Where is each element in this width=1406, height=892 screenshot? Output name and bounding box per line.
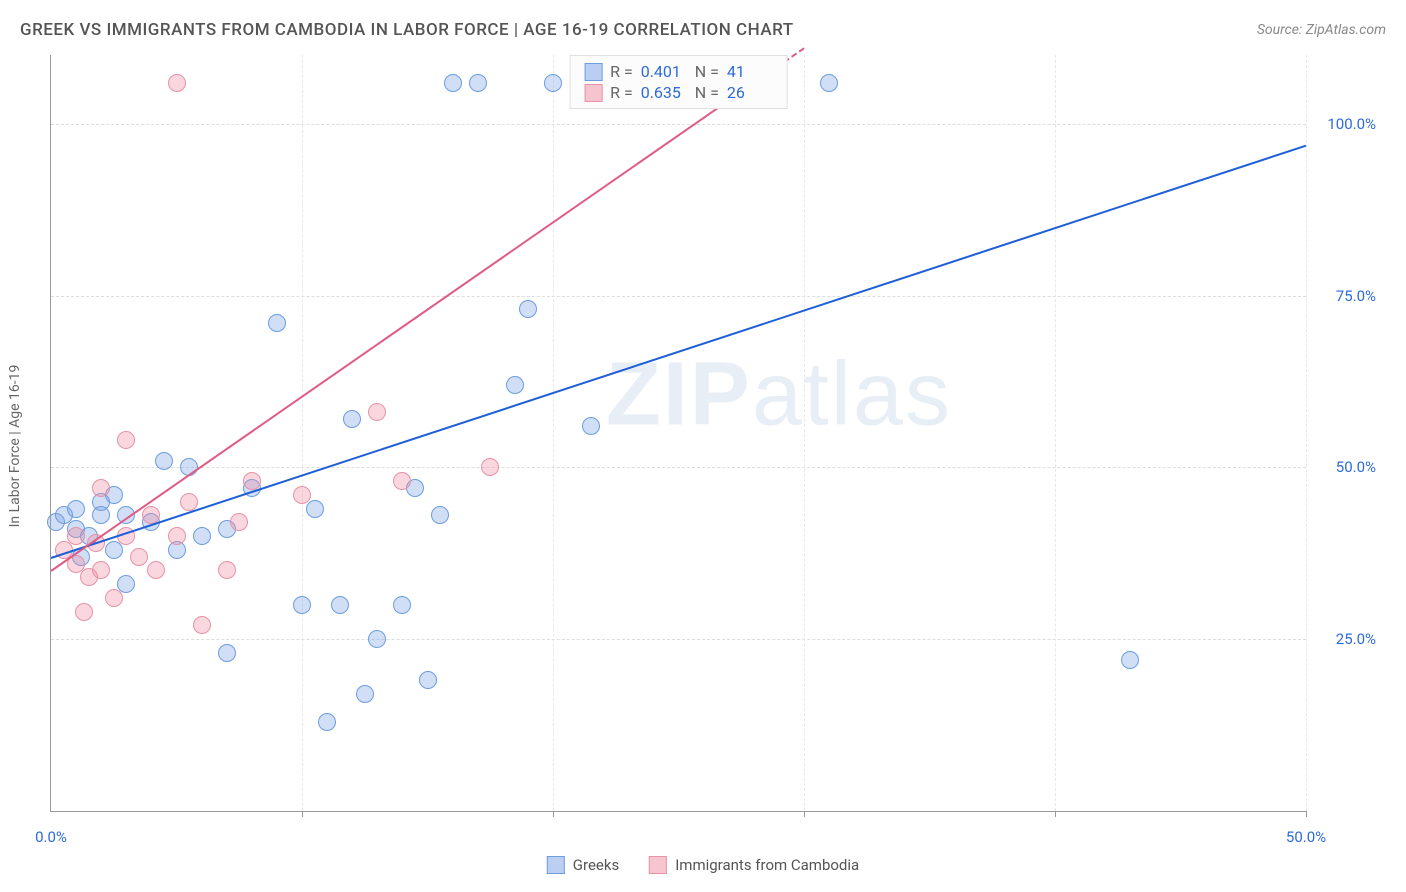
scatter-point bbox=[393, 596, 411, 614]
source-label: Source: ZipAtlas.com bbox=[1257, 22, 1386, 38]
scatter-point bbox=[419, 671, 437, 689]
scatter-point bbox=[168, 74, 186, 92]
y-tick-label: 25.0% bbox=[1316, 630, 1376, 648]
stats-r-label-2: R = bbox=[610, 83, 633, 102]
gridline-h bbox=[51, 296, 1306, 297]
scatter-point bbox=[180, 493, 198, 511]
legend-item-greeks: Greeks bbox=[547, 856, 619, 874]
trend-line bbox=[50, 83, 754, 573]
scatter-point bbox=[356, 685, 374, 703]
scatter-point bbox=[368, 403, 386, 421]
gridline-v bbox=[553, 55, 554, 811]
scatter-point bbox=[105, 589, 123, 607]
scatter-point bbox=[193, 527, 211, 545]
title-bar: GREEK VS IMMIGRANTS FROM CAMBODIA IN LAB… bbox=[20, 20, 1386, 40]
scatter-point bbox=[168, 527, 186, 545]
scatter-point bbox=[92, 561, 110, 579]
x-tick-mark bbox=[804, 811, 805, 817]
gridline-v bbox=[804, 55, 805, 811]
bottom-legend: Greeks Immigrants from Cambodia bbox=[547, 856, 859, 874]
swatch-cambodia-icon bbox=[584, 84, 602, 102]
scatter-point bbox=[318, 713, 336, 731]
stats-n-label-2: N = bbox=[695, 83, 719, 102]
scatter-point bbox=[75, 603, 93, 621]
scatter-point bbox=[820, 74, 838, 92]
gridline-v bbox=[1055, 55, 1056, 811]
scatter-point bbox=[481, 458, 499, 476]
stats-n-val-2: 26 bbox=[727, 83, 773, 102]
legend-item-cambodia: Immigrants from Cambodia bbox=[649, 856, 859, 874]
scatter-point bbox=[130, 548, 148, 566]
plot-area: ZIPatlas R = 0.401 N = 41 R = 0.635 N = … bbox=[50, 55, 1306, 812]
stats-row-2: R = 0.635 N = 26 bbox=[584, 83, 773, 102]
scatter-point bbox=[218, 644, 236, 662]
scatter-point bbox=[431, 506, 449, 524]
swatch-greeks-icon bbox=[584, 63, 602, 81]
x-tick-mark bbox=[553, 811, 554, 817]
scatter-point bbox=[368, 630, 386, 648]
scatter-point bbox=[582, 417, 600, 435]
stats-row-1: R = 0.401 N = 41 bbox=[584, 62, 773, 81]
scatter-point bbox=[343, 410, 361, 428]
scatter-point bbox=[506, 376, 524, 394]
scatter-point bbox=[105, 541, 123, 559]
legend-label-cambodia: Immigrants from Cambodia bbox=[675, 856, 859, 874]
scatter-point bbox=[193, 616, 211, 634]
scatter-point bbox=[117, 431, 135, 449]
scatter-point bbox=[544, 74, 562, 92]
scatter-point bbox=[243, 472, 261, 490]
gridline-h bbox=[51, 467, 1306, 468]
scatter-point bbox=[268, 314, 286, 332]
scatter-point bbox=[67, 500, 85, 518]
watermark-light: atlas bbox=[752, 345, 952, 445]
scatter-point bbox=[1121, 651, 1139, 669]
scatter-point bbox=[444, 74, 462, 92]
y-tick-label: 100.0% bbox=[1316, 115, 1376, 133]
y-tick-label: 75.0% bbox=[1316, 287, 1376, 305]
legend-swatch-greeks-icon bbox=[547, 856, 565, 874]
x-tick-mark bbox=[1306, 811, 1307, 817]
legend-swatch-cambodia-icon bbox=[649, 856, 667, 874]
watermark-bold: ZIP bbox=[606, 345, 752, 445]
x-tick-label: 0.0% bbox=[35, 828, 67, 846]
scatter-point bbox=[147, 561, 165, 579]
gridline-h bbox=[51, 639, 1306, 640]
gridline-v bbox=[302, 55, 303, 811]
y-tick-label: 50.0% bbox=[1316, 458, 1376, 476]
chart-container: GREEK VS IMMIGRANTS FROM CAMBODIA IN LAB… bbox=[0, 0, 1406, 892]
trend-line bbox=[51, 144, 1307, 558]
legend-label-greeks: Greeks bbox=[573, 856, 619, 874]
scatter-point bbox=[331, 596, 349, 614]
chart-title: GREEK VS IMMIGRANTS FROM CAMBODIA IN LAB… bbox=[20, 20, 794, 40]
scatter-point bbox=[469, 74, 487, 92]
x-tick-mark bbox=[302, 811, 303, 817]
stats-box: R = 0.401 N = 41 R = 0.635 N = 26 bbox=[569, 55, 788, 109]
stats-r-val-2: 0.635 bbox=[641, 83, 687, 102]
scatter-point bbox=[293, 486, 311, 504]
stats-n-val-1: 41 bbox=[727, 62, 773, 81]
scatter-point bbox=[67, 527, 85, 545]
scatter-point bbox=[218, 561, 236, 579]
x-tick-label: 50.0% bbox=[1286, 828, 1326, 846]
y-axis-label: In Labor Force | Age 16-19 bbox=[7, 365, 23, 528]
scatter-point bbox=[155, 452, 173, 470]
scatter-point bbox=[519, 300, 537, 318]
scatter-point bbox=[230, 513, 248, 531]
stats-n-label: N = bbox=[695, 62, 719, 81]
gridline-v bbox=[1306, 55, 1307, 811]
scatter-point bbox=[393, 472, 411, 490]
gridline-h bbox=[51, 124, 1306, 125]
scatter-point bbox=[92, 506, 110, 524]
x-tick-mark bbox=[1055, 811, 1056, 817]
scatter-point bbox=[92, 479, 110, 497]
stats-r-label: R = bbox=[610, 62, 633, 81]
scatter-point bbox=[306, 500, 324, 518]
stats-r-val-1: 0.401 bbox=[641, 62, 687, 81]
scatter-point bbox=[293, 596, 311, 614]
